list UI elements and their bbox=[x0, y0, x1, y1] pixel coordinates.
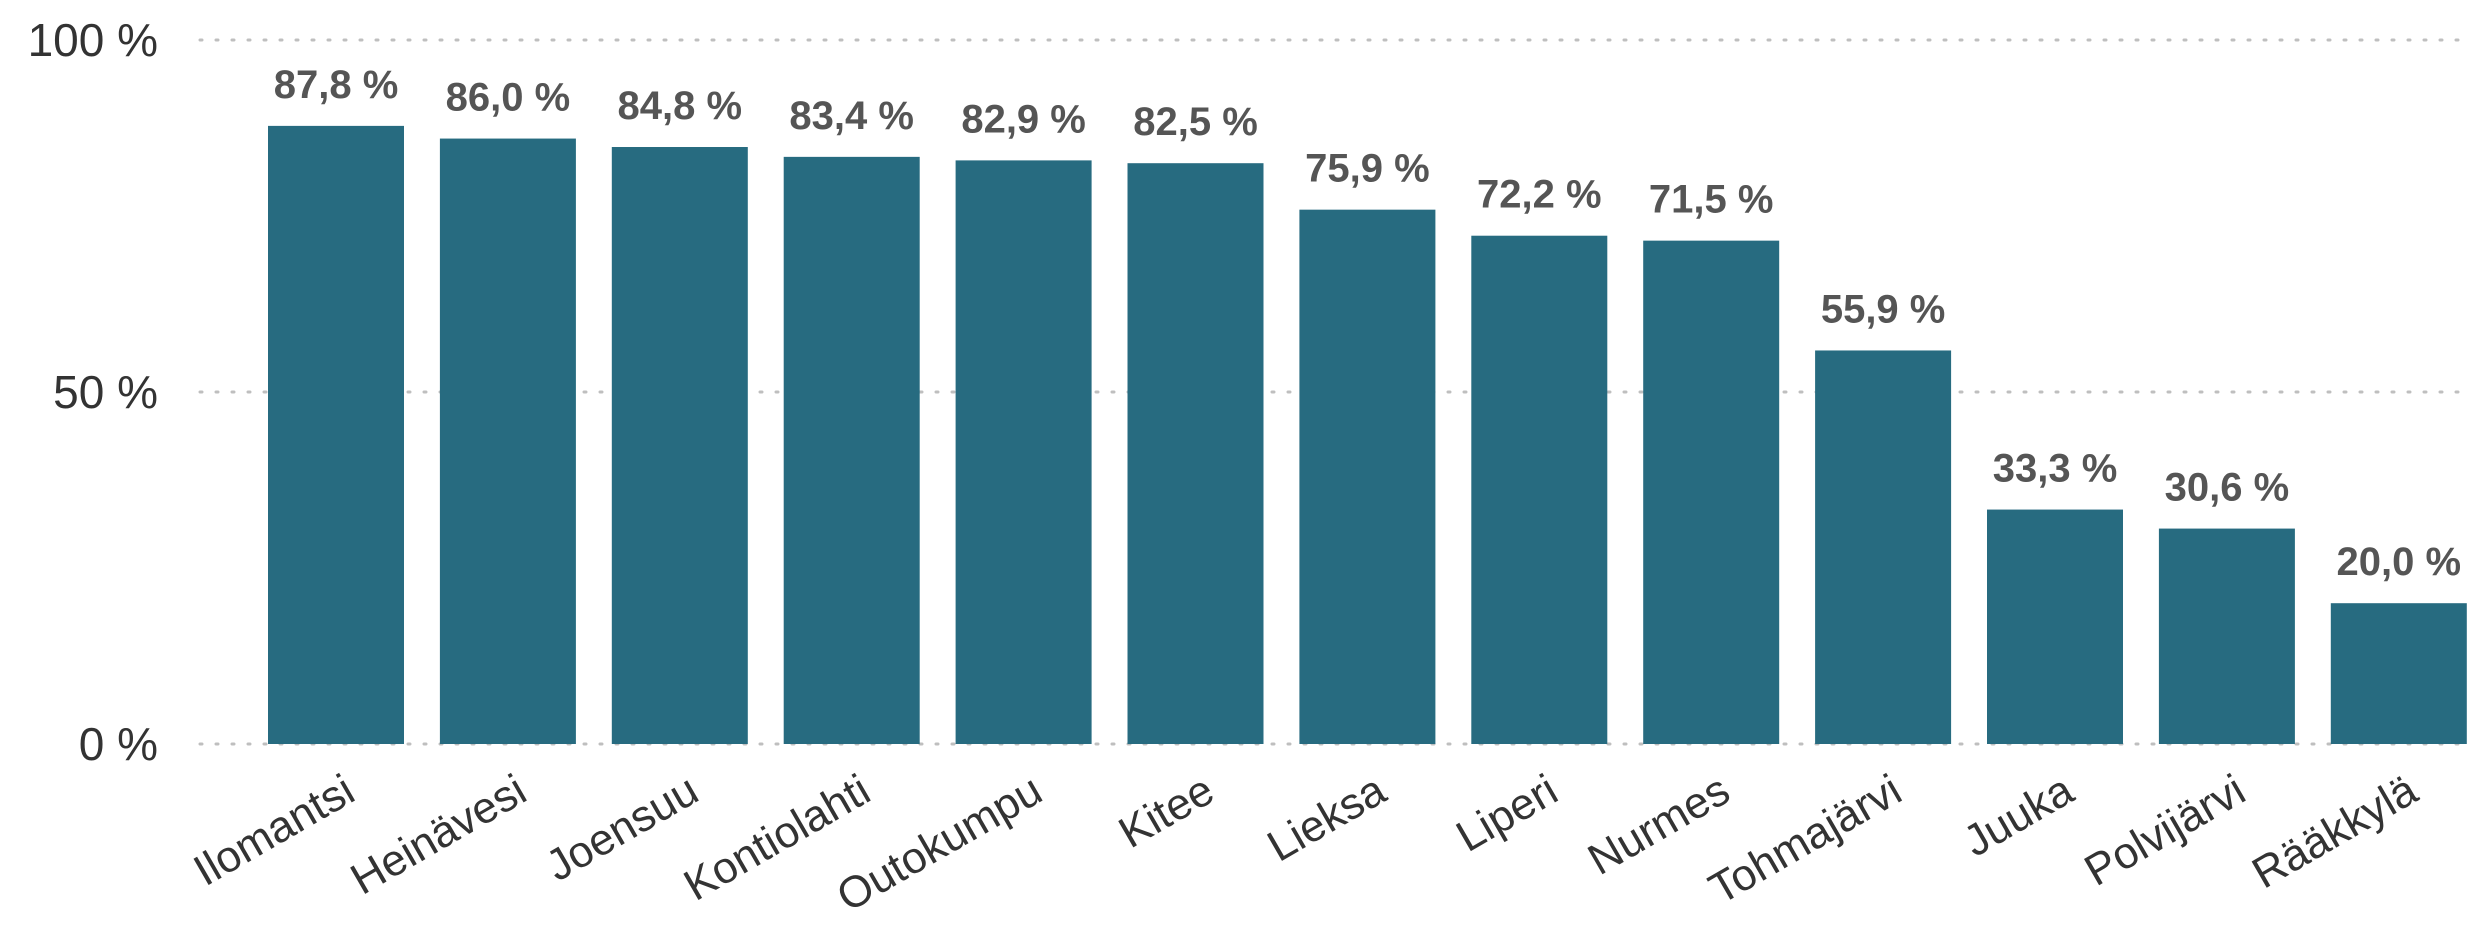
data-label: 75,9 % bbox=[1305, 147, 1430, 191]
x-tick-label: Polvijärvi bbox=[2077, 765, 2254, 895]
data-label: 72,2 % bbox=[1477, 173, 1602, 217]
x-tick-label: Juuka bbox=[1955, 765, 2082, 866]
data-label: 86,0 % bbox=[446, 76, 571, 120]
x-tick-label: Heinävesi bbox=[343, 765, 535, 904]
data-label: 71,5 % bbox=[1649, 178, 1774, 222]
y-tick-label: 50 % bbox=[53, 366, 158, 418]
bar bbox=[1471, 235, 1608, 744]
bar bbox=[955, 160, 1092, 744]
data-labels: 87,8 % 86,0 % 84,8 % 83,4 % 82,9 % 82,5 % 75,9… bbox=[274, 63, 2461, 584]
data-label: 87,8 % bbox=[274, 63, 399, 107]
data-label: 20,0 % bbox=[2337, 540, 2462, 584]
bar bbox=[1987, 509, 2123, 744]
x-tick-label: Kitee bbox=[1111, 765, 1222, 858]
bar bbox=[2158, 528, 2295, 744]
bars bbox=[268, 125, 2467, 744]
x-tick-label: Ilomantsi bbox=[186, 765, 363, 895]
data-label: 82,5 % bbox=[1133, 100, 1258, 144]
bar bbox=[268, 125, 404, 744]
bar bbox=[1815, 350, 1952, 744]
y-axis-tick-labels: 0 % 50 % 100 % bbox=[28, 14, 158, 770]
data-label: 55,9 % bbox=[1821, 287, 1946, 331]
bar bbox=[2330, 603, 2467, 744]
data-label: 84,8 % bbox=[618, 84, 743, 128]
x-tick-label: Lieksa bbox=[1259, 765, 1394, 871]
y-tick-label: 100 % bbox=[28, 14, 158, 66]
y-tick-label: 0 % bbox=[79, 718, 158, 770]
data-label: 30,6 % bbox=[2165, 466, 2290, 510]
x-tick-label: Rääkkylä bbox=[2244, 765, 2426, 898]
bar bbox=[1643, 240, 1780, 744]
x-tick-label: Liperi bbox=[1448, 765, 1566, 861]
data-label: 83,4 % bbox=[789, 94, 914, 138]
bar bbox=[439, 138, 576, 744]
bar bbox=[611, 147, 748, 744]
data-label: 33,3 % bbox=[1993, 447, 2118, 491]
bar bbox=[1127, 163, 1264, 744]
x-tick-label: Tohmajärvi bbox=[1701, 765, 1910, 914]
bar bbox=[1299, 209, 1436, 744]
bar bbox=[783, 156, 920, 744]
data-label: 82,9 % bbox=[961, 97, 1086, 141]
